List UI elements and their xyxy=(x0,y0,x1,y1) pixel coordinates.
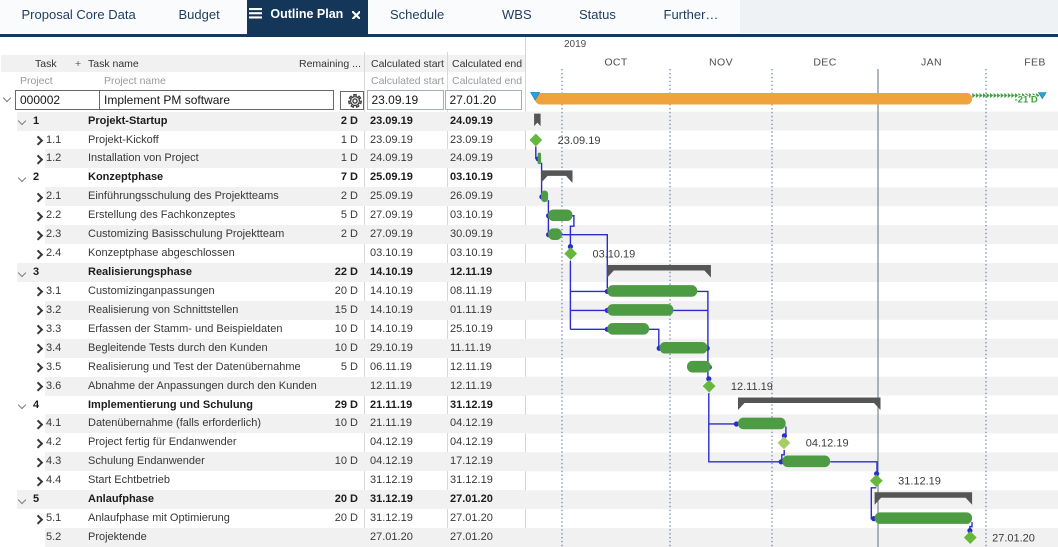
svg-text:2019: 2019 xyxy=(564,39,587,50)
svg-text:12.11.19: 12.11.19 xyxy=(731,381,773,393)
svg-text:NOV: NOV xyxy=(709,57,733,69)
svg-text:DEC: DEC xyxy=(813,57,836,69)
svg-text:FEB: FEB xyxy=(1024,57,1046,69)
svg-text:04.12.19: 04.12.19 xyxy=(806,438,849,450)
svg-text:27.01.20: 27.01.20 xyxy=(992,532,1035,544)
svg-text:03.10.19: 03.10.19 xyxy=(592,248,635,260)
svg-text:JAN: JAN xyxy=(921,57,942,69)
svg-text:31.12.19: 31.12.19 xyxy=(898,476,941,488)
svg-text:OCT: OCT xyxy=(604,57,628,69)
svg-text:-21 D: -21 D xyxy=(1015,95,1038,106)
svg-text:23.09.19: 23.09.19 xyxy=(558,135,601,147)
